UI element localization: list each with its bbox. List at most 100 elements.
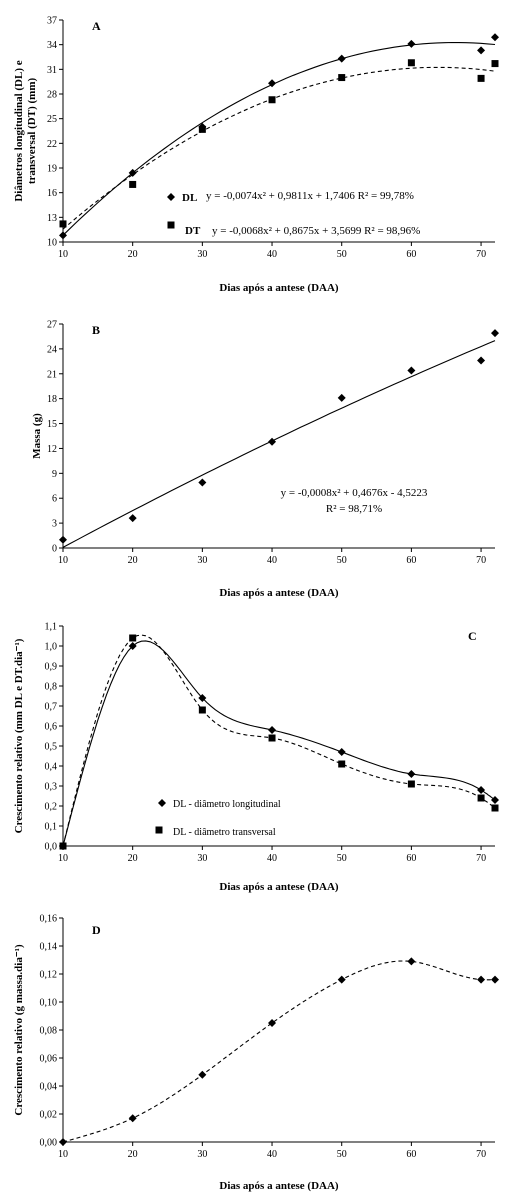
panel-label: A [92,19,101,33]
y-tick-label: 0,02 [40,1110,58,1121]
y-tick-label: 18 [47,394,57,405]
y-tick-label: 0,06 [40,1054,58,1065]
x-tick-label: 40 [267,249,277,260]
data-point-diamond [491,975,499,984]
data-point-diamond [59,535,67,544]
x-tick-label: 70 [476,1149,486,1160]
equation-dt: y = -0,0068x² + 0,8675x + 3,5699 R² = 98… [212,225,420,237]
legend-marker-longitudinal [158,799,166,807]
y-tick-label: 0,5 [45,742,58,753]
data-point-square [407,59,415,67]
legend-marker-dt [167,221,175,229]
series-line-2 [62,66,496,230]
y-tick-label: 0,2 [45,802,58,813]
y-tick-label: 0 [52,544,57,555]
y-tick-label: 0,9 [45,662,58,673]
data-point-diamond [477,786,486,794]
y-tick-label: 0,0 [45,842,58,853]
x-tick-label: 50 [337,249,347,260]
series-line-1 [62,960,495,1143]
x-tick-label: 40 [267,853,277,864]
y-tick-label: 1,0 [45,642,58,653]
y-tick-label: 3 [52,519,57,530]
legend-label-longitudinal: DL - diâmetro longitudinal [173,799,281,810]
y-tick-label: 0,8 [45,682,58,693]
data-point-square [59,842,67,850]
y-tick-label: 0,16 [40,914,58,925]
data-point-diamond [268,1019,277,1027]
data-point-diamond [128,1114,137,1123]
data-point-diamond [477,356,486,365]
y-tick-label: 24 [47,344,57,355]
y-tick-label: 16 [47,188,57,199]
x-tick-label: 20 [128,555,138,566]
y-tick-label: 12 [47,444,57,455]
series-line-2 [62,634,496,847]
data-point-diamond [407,770,416,778]
chart-panel-b: 0 3 6 9 12 15 18 21 24 27 10 20 30 40 50 60 70 Dias após … [31,320,499,599]
y-tick-label: 0,6 [45,722,58,733]
data-point-diamond [337,975,346,984]
y-tick-label: 1,1 [45,622,58,633]
data-point-diamond [407,366,416,375]
y-axis-label: Crescimento relativo (mm DL e DT.dia⁻¹) [13,638,25,833]
data-point-square [198,125,206,133]
legend-label-dl: DL [182,192,197,204]
panel-label: B [92,323,100,337]
y-tick-label: 22 [47,139,57,150]
series-line-1 [62,640,496,847]
y-tick-label: 31 [47,65,57,76]
data-point-diamond [337,748,346,756]
data-point-diamond [268,437,277,446]
series-line-1 [62,41,496,236]
x-tick-label: 50 [337,853,347,864]
data-point-square [477,74,485,82]
y-tick-label: 27 [47,320,57,331]
y-tick-label: 0,4 [45,762,58,773]
data-point-diamond [198,478,207,487]
x-tick-label: 10 [58,249,68,260]
y-tick-label: 28 [47,90,57,101]
x-tick-label: 40 [267,555,277,566]
y-tick-label: 37 [47,16,57,27]
data-point-square [268,96,276,104]
x-tick-label: 10 [58,555,68,566]
x-tick-label: 40 [267,1149,277,1160]
series-line-1 [62,340,496,548]
x-axis-label: Dias após a antese (DAA) [219,587,339,599]
x-tick-label: 20 [128,249,138,260]
y-tick-label: 0,12 [40,970,58,981]
x-tick-label: 70 [476,249,486,260]
data-point-square [338,760,346,768]
x-tick-label: 50 [337,555,347,566]
data-point-square [59,220,67,228]
y-axis-label: Massa (g) [31,413,43,459]
data-point-diamond [59,1138,67,1146]
x-tick-label: 10 [58,1149,68,1160]
equation-dl: y = -0,0074x² + 0,9811x + 1,7406 R² = 99… [206,190,414,202]
x-tick-label: 30 [197,853,207,864]
data-point-diamond [59,231,67,240]
x-tick-label: 30 [197,555,207,566]
legend-marker-transversal [155,826,163,834]
data-point-diamond [268,79,277,88]
x-tick-label: 70 [476,555,486,566]
data-point-diamond [128,168,137,177]
data-point-square [491,60,499,68]
y-tick-label: 34 [47,40,57,51]
y-tick-label: 25 [47,114,57,125]
data-point-square [338,74,346,82]
data-point-square [477,794,485,802]
x-tick-label: 60 [406,1149,416,1160]
data-point-square [407,780,415,788]
x-tick-label: 60 [406,853,416,864]
y-tick-label: 9 [52,469,57,480]
data-point-square [491,804,499,812]
data-point-diamond [337,54,346,63]
x-tick-label: 20 [128,853,138,864]
x-axis-label: Dias após a antese (DAA) [219,881,339,893]
panel-label: C [468,629,477,643]
data-point-diamond [491,796,499,804]
y-tick-label: 0,10 [40,998,58,1009]
x-tick-label: 70 [476,853,486,864]
